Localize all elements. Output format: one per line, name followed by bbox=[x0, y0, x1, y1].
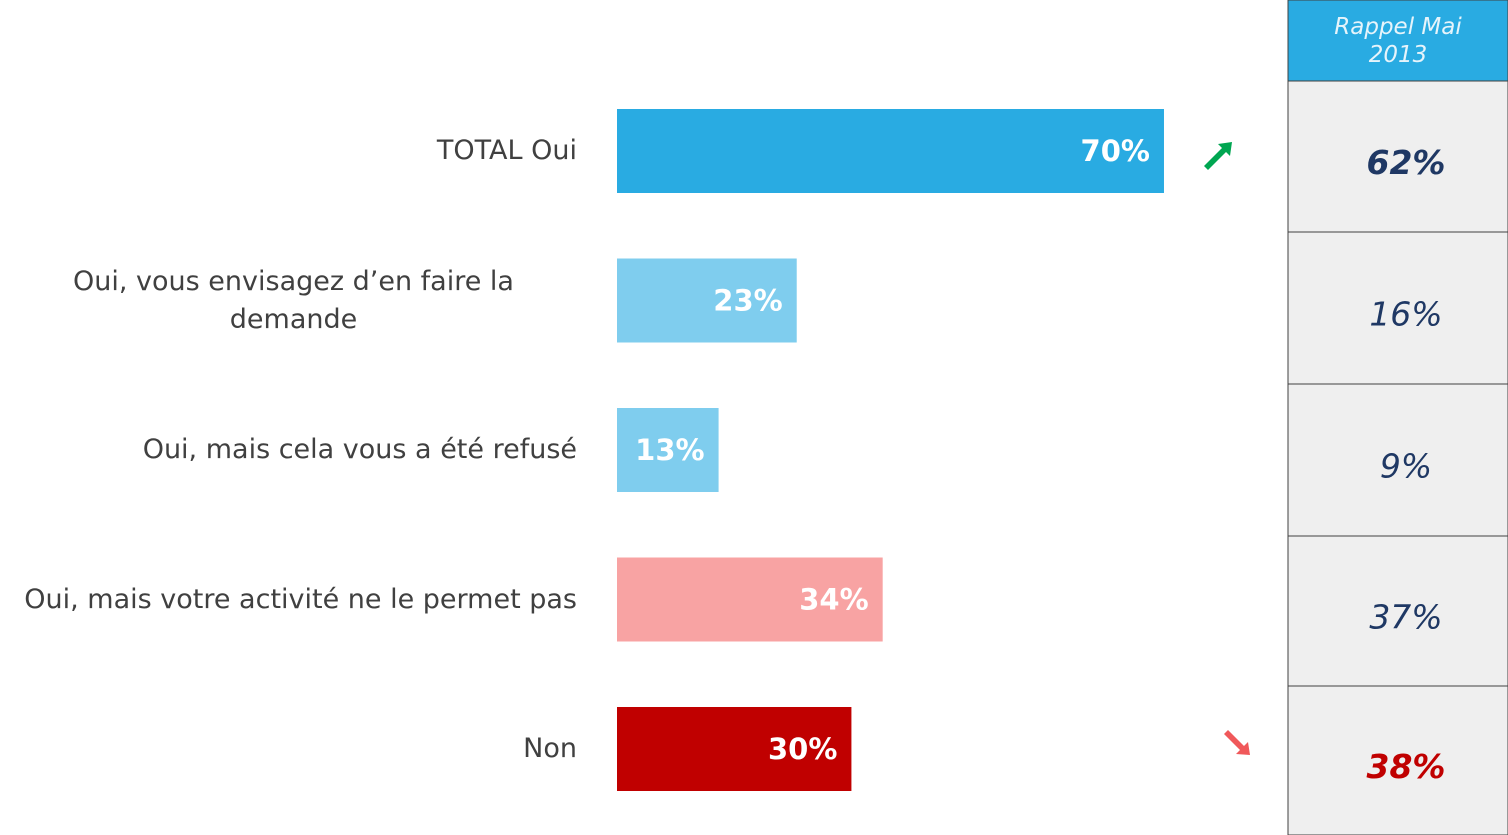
value-label: 70% bbox=[1081, 134, 1150, 168]
comparison-cell bbox=[1287, 383, 1508, 537]
value-label: 13% bbox=[635, 433, 704, 467]
comparison-cell bbox=[1287, 535, 1508, 687]
bar bbox=[617, 707, 852, 791]
comparison-value: 16% bbox=[1369, 295, 1442, 334]
comparison-header bbox=[1287, 0, 1508, 82]
category-label: Oui, mais votre activité ne le permet pa… bbox=[24, 583, 577, 615]
comparison-cell bbox=[1287, 231, 1508, 385]
category-wrap: Oui, mais cela vous a été refusé bbox=[10, 400, 577, 500]
category-wrap: Oui, mais votre activité ne le permet pa… bbox=[10, 550, 577, 650]
category-label: Non bbox=[523, 733, 577, 764]
comparison-cell bbox=[1287, 685, 1508, 835]
comparison-value: 62% bbox=[1367, 143, 1446, 182]
down-arrow bbox=[1224, 730, 1250, 755]
category-label: TOTAL Oui bbox=[436, 135, 577, 166]
bar bbox=[617, 258, 797, 343]
value-label: 23% bbox=[713, 284, 782, 318]
bar bbox=[617, 408, 719, 492]
category-label: Oui, vous envisagez d’en faire la demand… bbox=[73, 265, 514, 335]
comparison-cell bbox=[1287, 80, 1508, 233]
value-label: 34% bbox=[799, 583, 868, 617]
category-wrap: Non bbox=[10, 699, 577, 799]
category-wrap: Oui, vous envisagez d’en faire la demand… bbox=[10, 251, 577, 351]
comparison-value: 9% bbox=[1380, 447, 1432, 486]
comparison-value: 38% bbox=[1367, 747, 1446, 786]
up-arrow bbox=[1204, 142, 1232, 170]
value-label: 30% bbox=[768, 732, 837, 766]
category-wrap: TOTAL Oui bbox=[10, 101, 577, 201]
bar bbox=[617, 557, 883, 642]
comparison-title: Rappel Mai 2013 bbox=[1334, 14, 1462, 68]
category-label: Oui, mais cela vous a été refusé bbox=[142, 434, 577, 465]
bar bbox=[617, 109, 1164, 193]
comparison-value: 37% bbox=[1369, 598, 1442, 637]
